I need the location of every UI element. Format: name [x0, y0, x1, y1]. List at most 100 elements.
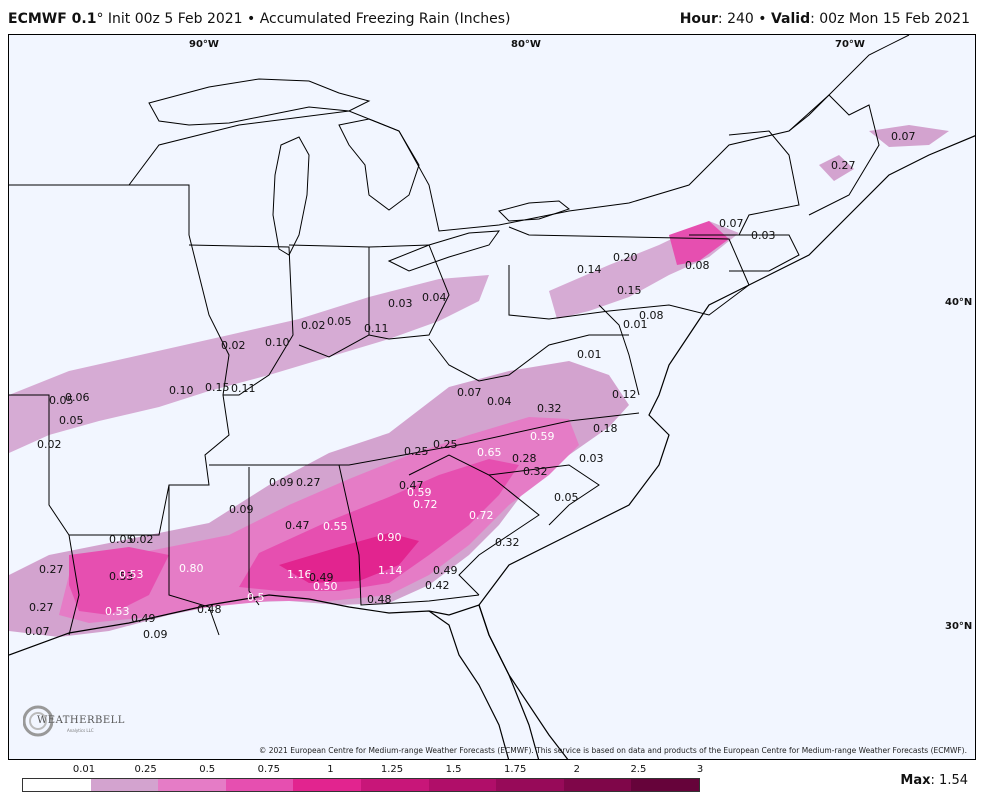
- value-label: 0.49: [131, 612, 156, 625]
- legend-tick-label: 1: [327, 764, 334, 775]
- value-label: 0.09: [269, 476, 294, 489]
- legend-tick-label: 1.75: [504, 764, 527, 775]
- value-label: 0.27: [296, 476, 321, 489]
- florida-outline: [428, 604, 540, 759]
- value-label: 0.25: [433, 438, 458, 451]
- value-label: 0.27: [29, 601, 54, 614]
- legend-tick-label: 1.25: [380, 764, 404, 775]
- value-label: 0.20: [613, 251, 638, 264]
- value-label: 0.11: [231, 382, 256, 395]
- legend-swatch: [225, 779, 294, 791]
- value-label: 0.80: [179, 562, 204, 575]
- value-label: 0.09: [229, 503, 254, 516]
- lon-90-label: 90°W: [189, 39, 219, 50]
- copyright-notice: © 2021 European Centre for Medium-range …: [258, 746, 967, 755]
- legend-swatch: [23, 779, 91, 791]
- valid-time: Hour: 240 • Valid: 00z Mon 15 Feb 2021: [680, 11, 970, 27]
- value-label: 0.50: [313, 580, 338, 593]
- value-label: 1.16: [287, 568, 312, 581]
- model-name: ECMWF 0.1: [8, 11, 97, 27]
- swirl-icon: [23, 705, 53, 737]
- value-label: 0.47: [399, 479, 424, 492]
- lat-30-label: 30°N: [945, 621, 972, 632]
- max-number: : 1.54: [930, 773, 968, 788]
- value-label: 0.03: [579, 452, 604, 465]
- value-label: 0.27: [39, 563, 64, 576]
- legend-tick-label: 0.75: [257, 764, 280, 775]
- weatherbell-logo: WEATHERBELL Analytics LLC: [23, 701, 124, 745]
- max-value: Max: 1.54: [900, 773, 968, 788]
- value-label: 0.05: [59, 414, 84, 427]
- legend-swatch: [90, 779, 159, 791]
- legend-swatch: [360, 779, 429, 791]
- degree-symbol: °: [96, 11, 104, 27]
- value-label: 0.07: [719, 217, 744, 230]
- color-legend: 0.01 0.25 0.5 0.75 1 1.25 1.5 1.75 2 2.5 3: [22, 764, 704, 794]
- value-label: 0.08: [639, 309, 664, 322]
- value-label: 0.04: [487, 395, 512, 408]
- value-label: 0.5: [247, 591, 265, 604]
- value-label: 0.32: [537, 402, 562, 415]
- value-label: 0.06: [65, 391, 90, 404]
- value-label: 0.59: [407, 486, 432, 499]
- value-label: 0.42: [425, 579, 450, 592]
- value-label: 0.07: [891, 130, 916, 143]
- value-label: 0.65: [477, 446, 502, 459]
- value-label: 0.32: [495, 536, 520, 549]
- value-label: 0.15: [205, 381, 230, 394]
- value-label: 0.72: [469, 509, 494, 522]
- value-label: 0.72: [413, 498, 438, 511]
- value-label: 0.02: [221, 339, 246, 352]
- gulf-of-mexico: [9, 595, 508, 759]
- value-label: 0.49: [309, 571, 334, 584]
- lake-michigan: [272, 136, 310, 256]
- lat-40-label: 40°N: [945, 297, 972, 308]
- value-label: 0.05: [109, 533, 134, 546]
- legend-tick-label: 1.5: [445, 764, 462, 775]
- value-label: 0.04: [422, 291, 447, 304]
- value-label: 0.02: [37, 438, 62, 451]
- value-label: 0.53: [109, 570, 134, 583]
- value-label: 0.05: [554, 491, 579, 504]
- legend-swatch: [158, 779, 226, 791]
- value-label: 0.18: [593, 422, 618, 435]
- value-label: 0.12: [612, 388, 637, 401]
- map-frame[interactable]: 90°W 80°W 70°W 40°N 30°N 0.07 0.27 0.07 0.0…: [8, 34, 976, 760]
- value-label: 0.59: [530, 430, 555, 443]
- value-labels: 0.07 0.27 0.07 0.03 0.20 0.14 0.08 0.15 0.03 0.04…: [25, 130, 916, 641]
- legend-swatch: [563, 779, 632, 791]
- value-label: 0.01: [577, 348, 602, 361]
- logo-subtext: Analytics LLC: [67, 728, 94, 733]
- legend-bar: [22, 778, 700, 792]
- max-label: Max: [900, 773, 931, 788]
- legend-swatch: [631, 779, 699, 791]
- map-header: ECMWF 0.1° Init 00z 5 Feb 2021 • Accumul…: [0, 0, 984, 34]
- state-boundaries: [9, 94, 880, 636]
- lake-erie: [387, 230, 501, 272]
- value-label: 0.25: [404, 445, 429, 458]
- legend-swatch: [496, 779, 564, 791]
- legend-tick-label: 0.25: [134, 764, 157, 775]
- value-label: 0.05: [49, 394, 74, 407]
- map-title: ECMWF 0.1° Init 00z 5 Feb 2021 • Accumul…: [8, 11, 511, 27]
- lon-80-label: 80°W: [511, 39, 541, 50]
- value-label: 0.90: [377, 531, 402, 544]
- canada-border: [9, 35, 910, 232]
- value-label: 0.49: [433, 564, 458, 577]
- value-label: 0.07: [457, 386, 482, 399]
- value-label: 0.53: [119, 568, 144, 581]
- value-label: 0.03: [388, 297, 413, 310]
- value-label: 0.01: [623, 318, 648, 331]
- lon-70-label: 70°W: [835, 39, 865, 50]
- value-label: 0.28: [512, 452, 537, 465]
- legend-swatch: [428, 779, 497, 791]
- value-label: 0.15: [617, 284, 642, 297]
- legend-tick-label: 2.5: [630, 764, 647, 775]
- legend-tick-label: 0.01: [72, 764, 96, 775]
- value-label: 0.53: [105, 605, 130, 618]
- hour-label: Hour: [679, 11, 718, 27]
- legend-tick-label: 3: [696, 764, 704, 775]
- init-text: Init 00z 5 Feb 2021 • Accumulated Freezi…: [103, 11, 511, 27]
- value-label: 1.14: [378, 564, 403, 577]
- value-label: 0.10: [265, 336, 290, 349]
